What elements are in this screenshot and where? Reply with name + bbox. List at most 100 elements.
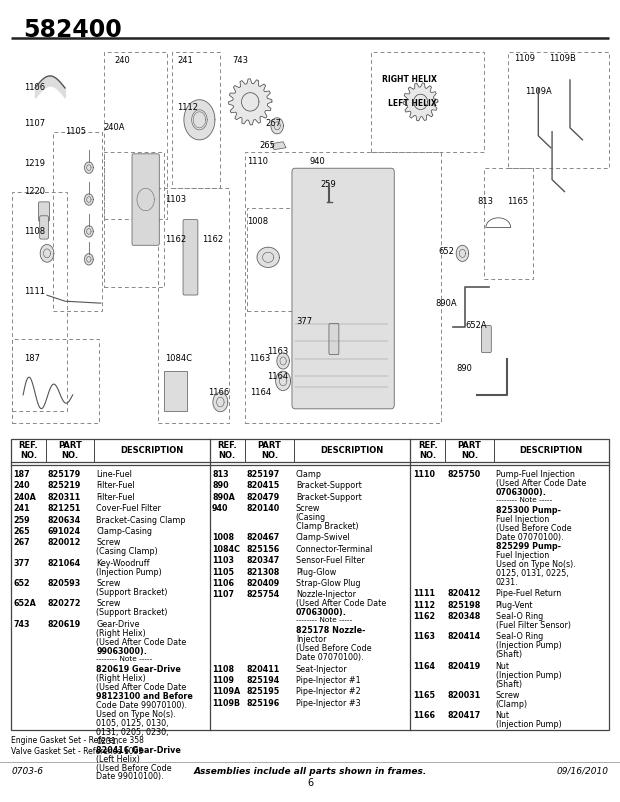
Text: RIGHT HELIX: RIGHT HELIX [382,75,436,84]
Text: 652A: 652A [466,321,487,330]
Text: 0231.: 0231. [96,736,119,746]
Text: Connector-Terminal: Connector-Terminal [296,545,373,554]
Text: 825754: 825754 [247,590,280,599]
Text: Used on Type No(s).: Used on Type No(s). [96,710,176,719]
Text: 825299 Pump-: 825299 Pump- [495,542,560,551]
Text: 265: 265 [14,527,30,536]
Text: Nozzle-Injector: Nozzle-Injector [296,590,356,599]
Text: (Support Bracket): (Support Bracket) [96,588,168,597]
Text: 820467: 820467 [247,533,280,542]
Text: (Casing: (Casing [296,513,326,522]
Text: Pipe-Injector #2: Pipe-Injector #2 [296,687,361,696]
Text: 0125, 0131, 0225,: 0125, 0131, 0225, [495,569,569,577]
Text: 1164: 1164 [267,372,288,382]
Bar [508,52,609,168]
Text: Pipe-Injector #3: Pipe-Injector #3 [296,699,360,708]
Text: 1108: 1108 [212,665,234,674]
Text: Bracket-Support: Bracket-Support [296,481,361,490]
Text: 241: 241 [177,55,193,64]
Text: 09/16/2010: 09/16/2010 [557,767,609,776]
Text: 1105: 1105 [65,128,86,136]
Text: (Clamp): (Clamp) [495,700,528,709]
Text: Filter-Fuel: Filter-Fuel [96,481,135,490]
Text: 743: 743 [14,620,30,629]
Text: 820140: 820140 [247,504,280,513]
Text: 377: 377 [14,559,30,568]
Text: 241: 241 [14,504,30,513]
Text: 890A: 890A [212,492,235,502]
Text: 187: 187 [14,470,30,479]
Text: 1110: 1110 [413,470,435,479]
Text: 890: 890 [456,364,472,374]
Text: 1111: 1111 [24,286,45,296]
Text: Bracket-Support: Bracket-Support [296,492,361,502]
Text: 07063000).: 07063000). [296,609,347,618]
Text: 1162: 1162 [413,612,435,621]
Text: 1106: 1106 [24,83,45,92]
Text: 07063000).: 07063000). [495,488,546,497]
Text: (Injection Pump): (Injection Pump) [495,642,561,650]
Text: 98123100 and Before: 98123100 and Before [96,691,193,701]
FancyBboxPatch shape [292,168,394,409]
Text: 1107: 1107 [212,590,234,599]
Text: (Used After Code Date: (Used After Code Date [495,479,586,488]
Text: 259: 259 [14,516,30,525]
Text: 1164: 1164 [250,388,272,397]
Text: Plug-Vent: Plug-Vent [495,601,533,610]
Text: 940: 940 [212,504,229,513]
Text: Code Date 99070100).: Code Date 99070100). [96,701,187,710]
Text: 1220: 1220 [24,187,45,196]
Polygon shape [40,245,54,262]
Text: 813: 813 [477,197,494,206]
Text: Pipe-Fuel Return: Pipe-Fuel Return [495,589,561,598]
Text: Nut: Nut [495,662,510,670]
Text: 821308: 821308 [247,568,280,577]
Text: Valve Gasket Set - Reference 1095: Valve Gasket Set - Reference 1095 [11,747,143,756]
Text: (Right Helix): (Right Helix) [96,629,146,638]
Polygon shape [277,353,290,369]
Text: 821064: 821064 [48,559,81,568]
Text: 820272: 820272 [48,599,81,609]
Text: 1109B: 1109B [549,54,576,63]
Text: Plug-Glow: Plug-Glow [296,568,336,577]
Text: Filter-Fuel: Filter-Fuel [96,492,135,502]
Bar [104,152,164,287]
Text: 1109B: 1109B [212,699,240,708]
FancyBboxPatch shape [329,323,339,354]
Text: 825300 Pump-: 825300 Pump- [495,506,560,515]
Text: 820311: 820311 [48,492,81,502]
Text: 820012: 820012 [48,538,81,547]
Text: 1008: 1008 [247,217,268,226]
Text: PART
NO.: PART NO. [257,441,281,460]
Text: 1165: 1165 [413,691,435,700]
Text: 1109A: 1109A [525,87,552,96]
Text: 1084C: 1084C [166,354,192,363]
Text: (Used Before Code: (Used Before Code [296,644,371,654]
Text: Date 07070100).: Date 07070100). [296,654,363,662]
Text: 0131, 0205, 0230,: 0131, 0205, 0230, [96,727,169,736]
Polygon shape [84,194,93,205]
Text: Seat-Injector: Seat-Injector [296,665,347,674]
Text: 1165: 1165 [507,197,528,206]
Text: Engine Gasket Set - Reference 358: Engine Gasket Set - Reference 358 [11,736,144,745]
Text: 240: 240 [115,55,130,64]
Text: 820619 Gear-Drive: 820619 Gear-Drive [96,665,181,674]
Text: REF.
NO.: REF. NO. [418,441,438,460]
Text: -------- Note -----: -------- Note ----- [495,497,552,503]
Text: 1103: 1103 [212,557,234,565]
Bar [12,339,99,423]
Text: 1106: 1106 [212,579,234,588]
Text: 1109A: 1109A [212,687,241,696]
Text: 820409: 820409 [247,579,280,588]
Text: 582400: 582400 [24,18,122,42]
Text: 1107: 1107 [24,119,45,128]
Text: Cover-Fuel Filter: Cover-Fuel Filter [96,504,161,513]
Text: 940: 940 [310,157,326,166]
Text: (Shaft): (Shaft) [495,650,523,659]
Text: -------- Note -----: -------- Note ----- [96,656,153,662]
Text: 825194: 825194 [247,676,280,685]
Bar [247,208,294,311]
Text: 825196: 825196 [247,699,280,708]
Bar [104,52,167,220]
FancyBboxPatch shape [481,326,491,353]
